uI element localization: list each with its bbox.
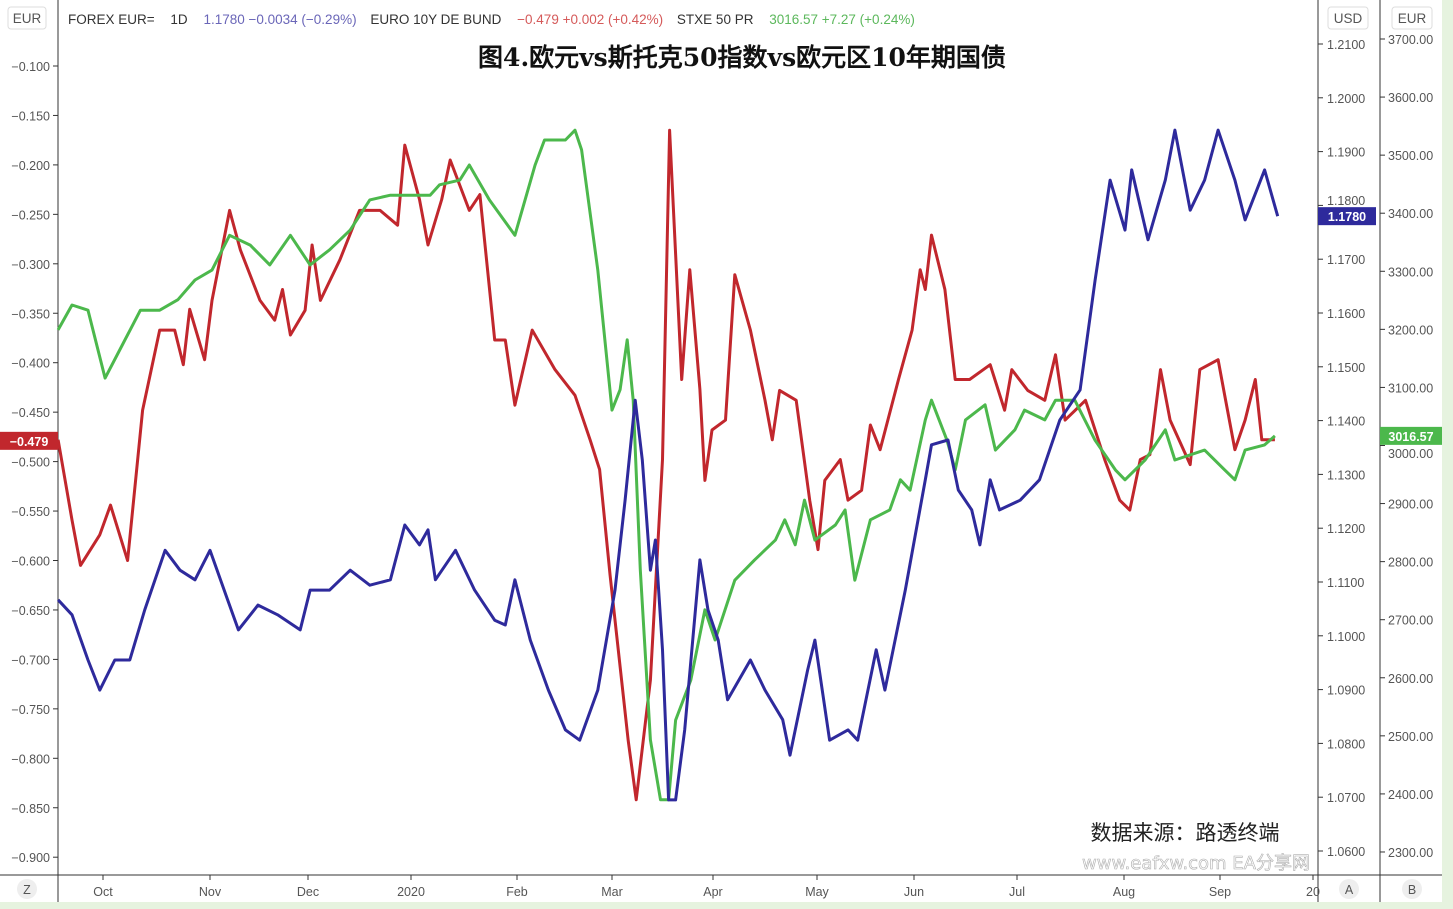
bund-last-value-bg [0, 431, 58, 450]
b-scale-button[interactable]: B [1402, 879, 1422, 899]
legend-header: FOREX EUR= 1D 1.1780 −0.0034 (−0.29%) EU… [68, 12, 915, 27]
source-note: 数据来源：路透终端 [1091, 821, 1280, 845]
x-tick-label: 20 [1306, 885, 1320, 899]
eur-tick-label: 2300.00 [1388, 846, 1433, 860]
left-tick-label: −0.250 [11, 208, 50, 222]
x-tick-label: Sep [1209, 885, 1231, 899]
legend-stoxx-quote: 3016.57 +7.27 (+0.24%) [769, 12, 915, 27]
series-line-stoxx [56, 128, 1276, 802]
left-tick-label: −0.150 [11, 109, 50, 123]
eur-last-value-bg [1318, 207, 1376, 226]
stoxx-last-value: 3016.57 [1388, 430, 1433, 444]
legend-eur-quote: 1.1780 −0.0034 (−0.29%) [203, 12, 356, 27]
currency-button-label: EUR [13, 11, 42, 26]
x-tick-label: Aug [1113, 885, 1135, 899]
usd-tick-label: 1.1500 [1327, 361, 1365, 375]
x-tick-label: Dec [297, 885, 319, 899]
legend-interval[interactable]: 1D [170, 12, 188, 27]
x-tick-label: Oct [93, 885, 113, 899]
usd-tick-label: 1.1200 [1327, 522, 1365, 536]
eur-tick-label: 3000.00 [1388, 447, 1433, 461]
legend-bund-quote: −0.479 +0.002 (+0.42%) [517, 12, 663, 27]
auto-scale-label: A [1345, 883, 1354, 897]
zoom-reset-label: Z [23, 883, 31, 897]
auto-scale-button[interactable]: A [1339, 879, 1359, 899]
usd-tick-label: 1.0900 [1327, 684, 1365, 698]
usd-tick-label: 1.0700 [1327, 791, 1365, 805]
legend-bund-name: EURO 10Y DE BUND [370, 12, 501, 27]
eur-axis-label: EUR [1398, 11, 1427, 26]
usd-tick-label: 1.1700 [1327, 253, 1365, 267]
eur-tick-label: 2600.00 [1388, 672, 1433, 686]
bund-last-value: −0.479 [10, 435, 49, 449]
usd-tick-label: 1.1400 [1327, 415, 1365, 429]
legend-stoxx-name: STXE 50 PR [677, 12, 754, 27]
left-tick-label: −0.100 [11, 60, 50, 74]
usd-axis-button[interactable]: USD [1327, 6, 1369, 30]
b-scale-label: B [1408, 883, 1416, 897]
x-tick-label: Jun [904, 885, 924, 899]
left-tick-label: −0.800 [11, 752, 50, 766]
left-tick-label: −0.900 [11, 851, 50, 865]
watermark: www.eafxw.com EA分享网 [1082, 853, 1310, 874]
eur-tick-label: 3700.00 [1388, 33, 1433, 47]
eur-tick-label: 2500.00 [1388, 730, 1433, 744]
usd-axis-label: USD [1334, 11, 1363, 26]
eur-tick-label: 3400.00 [1388, 207, 1433, 221]
left-tick-label: −0.600 [11, 555, 50, 569]
eur-tick-label: 3500.00 [1388, 149, 1433, 163]
usd-tick-label: 1.1900 [1327, 146, 1365, 160]
usd-tick-label: 1.0600 [1327, 845, 1365, 859]
eur-tick-label: 2700.00 [1388, 614, 1433, 628]
zoom-reset-button[interactable]: Z [17, 879, 37, 899]
left-tick-label: −0.550 [11, 505, 50, 519]
left-tick-label: −0.400 [11, 357, 50, 371]
x-tick-label: Jul [1009, 885, 1025, 899]
usd-tick-label: 1.1800 [1327, 194, 1365, 208]
x-tick-label: Apr [703, 885, 722, 899]
left-tick-label: −0.200 [11, 159, 50, 173]
left-tick-label: −0.650 [11, 604, 50, 618]
usd-tick-label: 1.1600 [1327, 307, 1365, 321]
eur-last-value: 1.1780 [1328, 210, 1366, 224]
eur-tick-label: 2400.00 [1388, 788, 1433, 802]
left-tick-label: −0.300 [11, 258, 50, 272]
left-tick-label: −0.700 [11, 653, 50, 667]
left-tick-label: −0.450 [11, 406, 50, 420]
usd-tick-label: 1.2100 [1327, 38, 1365, 52]
eur-axis-button[interactable]: EUR [1391, 6, 1433, 30]
x-tick-label: 2020 [397, 885, 425, 899]
legend-eur-name: FOREX EUR= [68, 12, 155, 27]
eur-tick-label: 3600.00 [1388, 91, 1433, 105]
chart-title: 图4.欧元vs斯托克50指数vs欧元区10年期国债 [478, 43, 1006, 72]
left-tick-label: −0.350 [11, 307, 50, 321]
usd-tick-label: 1.1100 [1327, 576, 1364, 590]
stoxx-last-value-bg [1380, 426, 1442, 445]
eur-tick-label: 3300.00 [1388, 265, 1433, 279]
usd-tick-label: 1.0800 [1327, 737, 1365, 751]
x-tick-label: Nov [199, 885, 222, 899]
eur-tick-label: 2800.00 [1388, 556, 1433, 570]
eur-tick-label: 3100.00 [1388, 381, 1433, 395]
left-tick-label: −0.850 [11, 802, 50, 816]
usd-tick-label: 1.1300 [1327, 468, 1365, 482]
x-tick-label: Feb [506, 885, 528, 899]
x-tick-label: May [805, 885, 829, 899]
eur-tick-label: 3200.00 [1388, 323, 1433, 337]
left-tick-label: −0.750 [11, 703, 50, 717]
left-tick-label: −0.500 [11, 456, 50, 470]
usd-tick-label: 1.2000 [1327, 92, 1365, 106]
currency-button[interactable]: EUR [7, 6, 47, 30]
eur-tick-label: 2900.00 [1388, 498, 1433, 512]
x-tick-label: Mar [601, 885, 623, 899]
usd-tick-label: 1.1000 [1327, 630, 1365, 644]
series-line-eur [56, 128, 1280, 802]
